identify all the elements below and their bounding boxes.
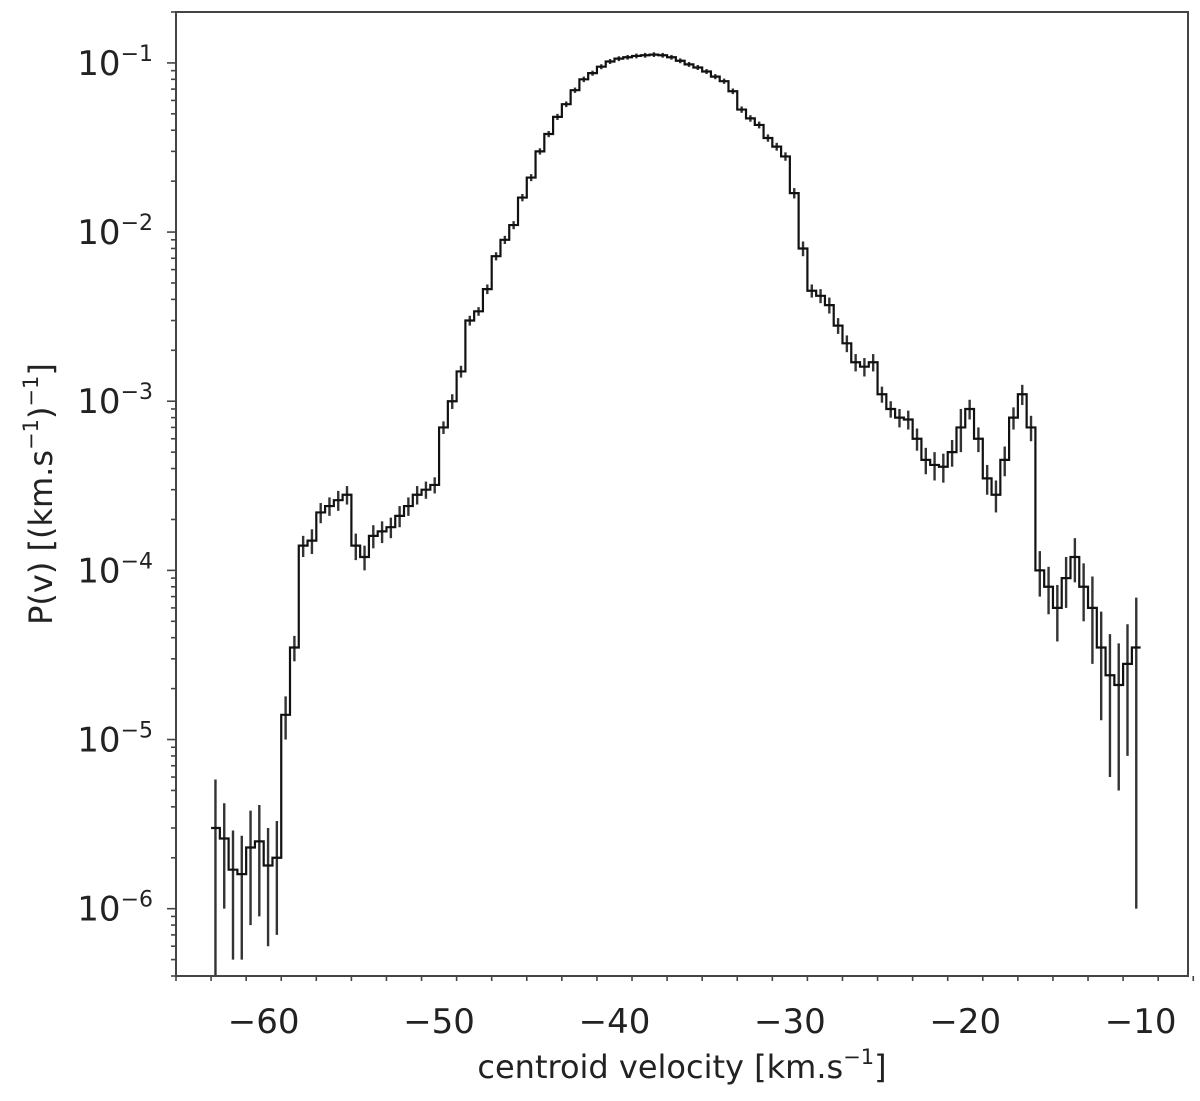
y-tick-label: 10−1: [77, 42, 153, 84]
y-tick-label: 10−2: [77, 211, 153, 253]
x-axis-label: centroid velocity [km.s−1]: [477, 1045, 886, 1086]
y-tick-label: 10−4: [77, 549, 153, 591]
y-axis-ticks: 10−6 10−5 10−4 10−3 10−2 10−1: [77, 11, 176, 977]
x-tick-label: −60: [228, 1002, 300, 1042]
y-tick-label: 10−5: [77, 719, 153, 761]
y-tick-label: 10−3: [77, 380, 153, 422]
plot-marks: [211, 52, 1141, 976]
x-tick-label: −10: [1105, 1002, 1177, 1042]
y-axis-label: P(v) [(km.s−1)−1]: [19, 363, 60, 625]
x-tick-label: −40: [579, 1002, 651, 1042]
y-tick-label: 10−6: [77, 888, 153, 930]
x-tick-label: −30: [754, 1002, 826, 1042]
x-tick-label: −20: [929, 1002, 1001, 1042]
plot-frame: [175, 11, 1189, 977]
x-axis-ticks: −60 −50 −40 −30 −20 −10: [175, 976, 1195, 1042]
x-tick-label: −50: [403, 1002, 475, 1042]
series-step-line: [211, 53, 1141, 876]
